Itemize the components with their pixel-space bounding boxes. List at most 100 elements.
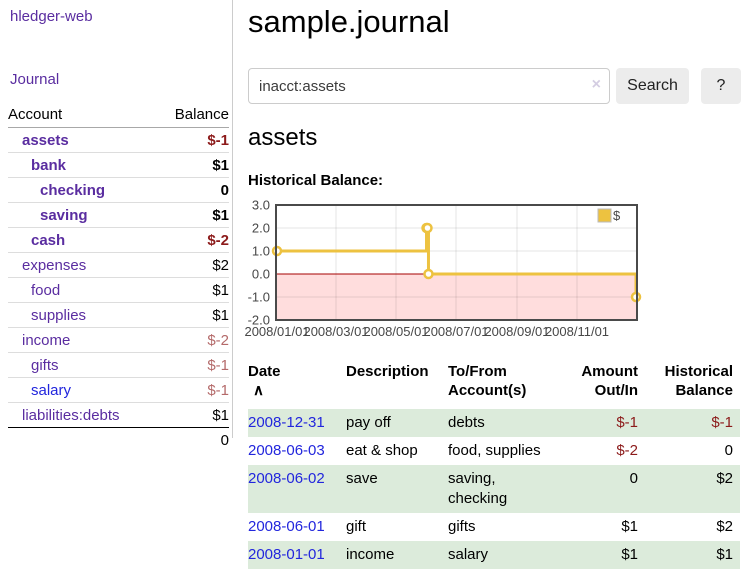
account-balance: $-2 xyxy=(156,327,229,353)
search-button[interactable]: Search xyxy=(616,68,689,104)
account-row: food $1 xyxy=(8,277,229,303)
sidebar-divider xyxy=(232,0,233,438)
account-balance: $1 xyxy=(156,302,229,328)
register-balance-cell: 0 xyxy=(724,442,733,459)
sort-ascending-icon: ∧ xyxy=(253,382,264,399)
account-link[interactable]: saving xyxy=(40,207,88,224)
chart-y-tick-label: 1.0 xyxy=(252,244,270,259)
account-balance: $1 xyxy=(156,152,229,178)
chart-y-tick-label: 2.0 xyxy=(252,221,270,236)
accounts-table: Account Balance assets $-1 bank $1 checking 0… xyxy=(8,103,229,452)
register-accounts-cell: debts xyxy=(448,414,485,431)
register-description-cell: gift xyxy=(346,518,367,535)
account-row: cash $-2 xyxy=(8,227,229,253)
account-link[interactable]: income xyxy=(22,332,71,349)
app-title-link[interactable]: hledger-web xyxy=(10,8,93,25)
chart-legend-label: $ xyxy=(613,208,621,223)
chart-x-tick-label: 2008/05/01 xyxy=(363,324,428,339)
register-accounts-cell: saving, checking xyxy=(448,470,508,507)
account-row: gifts $-1 xyxy=(8,352,229,378)
register-header-accounts: To/From Account(s) xyxy=(448,363,527,399)
account-link[interactable]: supplies xyxy=(31,307,87,324)
register-date-cell[interactable]: 2008-06-01 xyxy=(248,513,346,541)
account-row: income $-2 xyxy=(8,327,229,353)
account-balance: $1 xyxy=(156,277,229,303)
account-link[interactable]: liabilities:debts xyxy=(22,407,120,424)
chart-data-point xyxy=(422,222,433,234)
chart-y-tick-label: 0.0 xyxy=(252,267,270,282)
accounts-total-value: 0 xyxy=(156,427,229,452)
register-row: 2008-12-31 pay off debts $-1 $-1 xyxy=(248,409,740,437)
register-header-date[interactable]: Date ∧ xyxy=(248,358,346,409)
register-date-cell[interactable]: 2008-12-31 xyxy=(248,409,346,437)
account-row: checking 0 xyxy=(8,177,229,203)
chart-x-tick-label: 2008/11/01 xyxy=(545,324,609,339)
account-link[interactable]: salary xyxy=(31,382,72,399)
accounts-header-account: Account xyxy=(8,103,157,128)
account-row: assets $-1 xyxy=(8,128,229,153)
register-table: Date ∧ Description To/From Account(s) Amou… xyxy=(248,358,740,569)
register-amount-cell: $1 xyxy=(621,546,638,563)
main-content: sample.journal × Search ? assets Histori… xyxy=(244,0,742,582)
account-row: expenses $2 xyxy=(8,252,229,278)
register-row: 2008-06-02 save saving, checking 0 $2 xyxy=(248,465,740,513)
chart-x-tick-label: 2008/03/01 xyxy=(303,324,368,339)
register-accounts-cell: salary xyxy=(448,546,489,563)
chart-x-tick-label: 2008/01/01 xyxy=(244,324,309,339)
transaction-date-link[interactable]: 2008-12-31 xyxy=(248,414,325,431)
register-header-amount: Amount Out/In xyxy=(581,363,638,399)
transaction-date-link[interactable]: 2008-06-01 xyxy=(248,518,325,535)
account-row: saving $1 xyxy=(8,202,229,228)
account-link[interactable]: bank xyxy=(31,157,67,174)
register-header-balance: Historical Balance xyxy=(664,363,733,399)
clear-search-icon[interactable]: × xyxy=(591,76,601,93)
account-balance: $1 xyxy=(156,402,229,428)
chart-heading: Historical Balance: xyxy=(248,172,384,189)
account-balance: $1 xyxy=(156,202,229,228)
account-link[interactable]: checking xyxy=(40,182,106,199)
register-accounts-cell: gifts xyxy=(448,518,476,535)
search-box: × xyxy=(248,68,610,104)
register-date-cell[interactable]: 2008-01-01 xyxy=(248,541,346,569)
chart-y-tick-label: -1.0 xyxy=(248,290,270,305)
account-heading: assets xyxy=(248,124,318,151)
register-amount-cell: $-1 xyxy=(616,414,638,431)
register-balance-cell: $-1 xyxy=(711,414,733,431)
transaction-date-link[interactable]: 2008-06-03 xyxy=(248,442,325,459)
register-date-cell[interactable]: 2008-06-03 xyxy=(248,437,346,465)
register-amount-cell: $1 xyxy=(621,518,638,535)
register-accounts-cell: food, supplies xyxy=(448,442,541,459)
register-description-cell: save xyxy=(346,470,378,487)
register-header-description: Description xyxy=(346,363,429,380)
register-description-cell: eat & shop xyxy=(346,442,418,459)
chart-negative-region xyxy=(276,274,637,320)
register-row: 2008-06-03 eat & shop food, supplies $-2 0 xyxy=(248,437,740,465)
account-balance: $2 xyxy=(156,252,229,278)
account-balance: $-1 xyxy=(207,132,229,149)
register-balance-cell: $2 xyxy=(716,470,733,487)
account-link[interactable]: assets xyxy=(22,132,69,149)
accounts-header-row: Account Balance xyxy=(8,103,229,128)
account-balance: 0 xyxy=(156,177,229,203)
search-input[interactable] xyxy=(248,68,610,104)
accounts-header-balance: Balance xyxy=(156,103,229,128)
help-button[interactable]: ? xyxy=(701,68,741,104)
account-link[interactable]: expenses xyxy=(22,257,87,274)
register-row: 2008-06-01 gift gifts $1 $2 xyxy=(248,513,740,541)
account-link[interactable]: gifts xyxy=(31,357,59,374)
page-title: sample.journal xyxy=(248,4,450,39)
sidebar-item-journal[interactable]: Journal xyxy=(10,71,60,88)
chart-y-tick-label: 3.0 xyxy=(252,198,270,213)
account-row: supplies $1 xyxy=(8,302,229,328)
register-amount-cell: $-2 xyxy=(616,442,638,459)
account-link[interactable]: food xyxy=(31,282,61,299)
account-row: liabilities:debts $1 xyxy=(8,402,229,428)
account-balance: $-1 xyxy=(156,352,229,378)
transaction-date-link[interactable]: 2008-01-01 xyxy=(248,546,325,563)
account-link[interactable]: cash xyxy=(31,232,66,249)
register-row: 2008-01-01 income salary $1 $1 xyxy=(248,541,740,569)
register-description-cell: income xyxy=(346,546,395,563)
register-date-cell[interactable]: 2008-06-02 xyxy=(248,465,346,513)
account-row: salary $-1 xyxy=(8,377,229,403)
transaction-date-link[interactable]: 2008-06-02 xyxy=(248,470,325,487)
